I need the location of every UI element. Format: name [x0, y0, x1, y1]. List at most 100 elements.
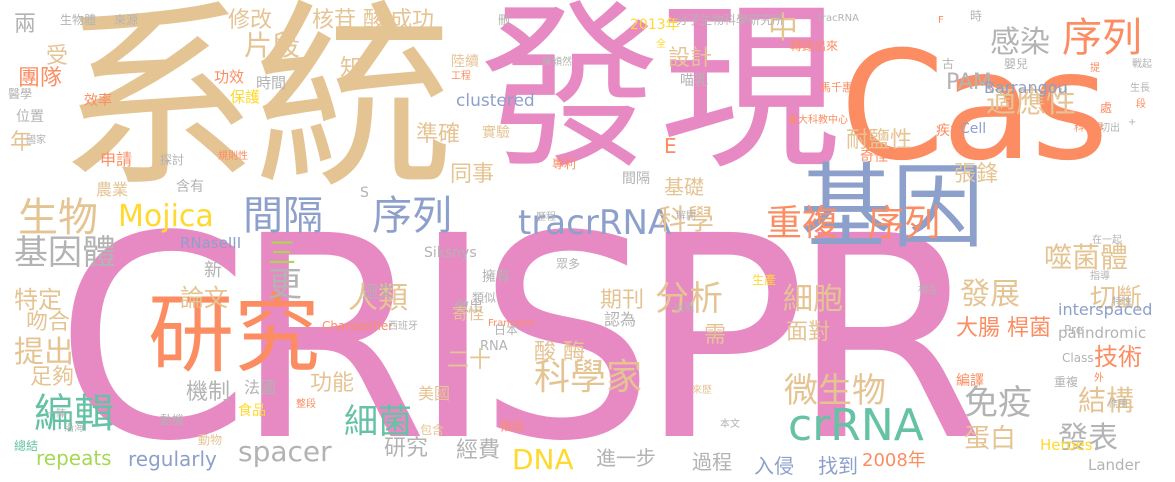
- cloud-word: 團隊: [18, 66, 63, 91]
- cloud-word: 功能: [310, 371, 355, 396]
- cloud-word: Barrangou: [984, 78, 1068, 97]
- cloud-word: 功效: [214, 68, 245, 86]
- cloud-word: crRNA: [788, 400, 924, 451]
- cloud-word: PAM: [946, 70, 992, 95]
- cloud-word: 工程: [451, 71, 471, 82]
- cloud-word: 張鋒: [954, 162, 999, 187]
- cloud-word: Class: [1062, 351, 1094, 365]
- cloud-word: 奇怪: [860, 149, 888, 165]
- cloud-word: 進一步: [596, 446, 656, 470]
- cloud-word: 科學: [658, 203, 715, 236]
- cloud-word: 準確: [416, 122, 461, 147]
- cloud-word: Cell: [960, 121, 987, 137]
- cloud-word: 免疫: [964, 383, 1032, 423]
- cloud-word: 切出: [1100, 123, 1120, 134]
- cloud-word: 細菌: [344, 402, 412, 442]
- cloud-word: 迴文: [362, 282, 395, 301]
- cloud-word: tracrRNA: [518, 203, 672, 243]
- cloud-word: Siksnys: [424, 245, 477, 261]
- cloud-word: 發表: [1058, 421, 1118, 456]
- cloud-word: 提出: [14, 335, 74, 370]
- cloud-word: 法國: [244, 378, 277, 397]
- cloud-word: 喵乳: [680, 73, 708, 89]
- cloud-word: RNaseIII: [180, 234, 242, 252]
- cloud-word: tracRNA: [818, 13, 859, 24]
- cloud-word: 農業: [96, 180, 129, 199]
- cloud-word: 適應性: [986, 85, 1076, 120]
- cloud-word: 找到: [818, 454, 858, 478]
- cloud-word: 吻合: [26, 310, 71, 335]
- cloud-word: 國家: [26, 135, 46, 146]
- cloud-word: 包含: [420, 423, 445, 437]
- cloud-word: 研究: [148, 285, 320, 385]
- cloud-word: 指出: [500, 419, 525, 433]
- cloud-word: 感染: [990, 25, 1050, 60]
- cloud-word: 2013年: [630, 17, 680, 33]
- cloud-word: 處: [1100, 101, 1113, 115]
- cloud-word: 技術: [1094, 343, 1142, 371]
- cloud-word: +: [1128, 117, 1137, 128]
- cloud-word: 知: [340, 56, 363, 81]
- cloud-word: 戰起: [1132, 59, 1152, 70]
- cloud-word: 解開: [676, 211, 696, 222]
- cloud-word: 全: [656, 39, 666, 50]
- cloud-word: 整段: [296, 399, 316, 410]
- cloud-word: Mojica: [118, 199, 214, 234]
- cloud-word: E: [664, 134, 677, 158]
- cloud-word: 寄怪: [452, 304, 485, 323]
- cloud-word: 食品: [238, 403, 266, 419]
- cloud-word: 設計: [668, 46, 713, 71]
- cloud-word: 大腸 桿菌: [956, 316, 1051, 341]
- cloud-word: 提: [1090, 63, 1100, 74]
- cloud-word: 基礎: [664, 175, 704, 199]
- cloud-word: 本文: [720, 419, 740, 430]
- cloud-word: 中: [768, 11, 798, 46]
- cloud-word: 成功: [390, 8, 435, 33]
- cloud-word: 規則性: [218, 151, 248, 162]
- cloud-word: 系統: [58, 0, 454, 216]
- cloud-word: repeats: [36, 446, 112, 470]
- cloud-word: 耐鹽性: [846, 128, 913, 153]
- cloud-word: 間隔: [622, 171, 650, 187]
- cloud-word: 新: [204, 260, 222, 281]
- cloud-word: 機制: [186, 380, 231, 405]
- cloud-word: 時間: [256, 74, 287, 92]
- cloud-word: 序列: [868, 203, 941, 244]
- cloud-word: 日本: [494, 323, 519, 337]
- cloud-word: regularly: [128, 447, 217, 471]
- cloud-word: 位置: [16, 109, 44, 125]
- cloud-word: 動物: [198, 433, 223, 447]
- cloud-word: 分子生物科學研究所: [676, 13, 785, 27]
- cloud-word: 片段: [244, 29, 301, 62]
- cloud-word: 歷程: [536, 212, 556, 223]
- cloud-word: Lander: [1088, 456, 1140, 474]
- cloud-word: 臺大科教中心: [788, 115, 848, 126]
- cloud-word: 分析: [655, 279, 723, 319]
- cloud-word: 實驗: [482, 125, 510, 141]
- cloud-word: 外: [1094, 373, 1104, 384]
- cloud-word: 特定: [14, 286, 62, 314]
- cloud-word: 生物: [18, 195, 98, 241]
- cloud-word: interspaced: [1058, 300, 1153, 319]
- cloud-word: 在一起: [1092, 235, 1122, 246]
- cloud-word: 噬菌體: [1044, 241, 1129, 274]
- cloud-word: 細胞: [783, 282, 843, 317]
- cloud-word: 來歷: [692, 385, 712, 396]
- cloud-word: 過程: [692, 450, 732, 474]
- cloud-word: 間隔: [243, 193, 323, 239]
- cloud-word: 基因: [800, 154, 985, 261]
- cloud-word: 人類: [348, 281, 408, 316]
- cloud-word: 動機: [160, 413, 185, 427]
- cloud-word: Cas: [840, 20, 1109, 194]
- cloud-word: 面對: [786, 320, 831, 345]
- cloud-word: 刪: [498, 13, 511, 27]
- cloud-word: 科學界: [1074, 123, 1104, 134]
- cloud-word: 重複: [1054, 375, 1079, 389]
- cloud-word: 需: [704, 323, 727, 348]
- cloud-word: RNA: [480, 339, 508, 354]
- cloud-word: 生物體: [60, 13, 97, 27]
- cloud-word: 沿海: [64, 423, 84, 434]
- cloud-word: F: [938, 15, 944, 26]
- cloud-word: 認為: [604, 310, 637, 329]
